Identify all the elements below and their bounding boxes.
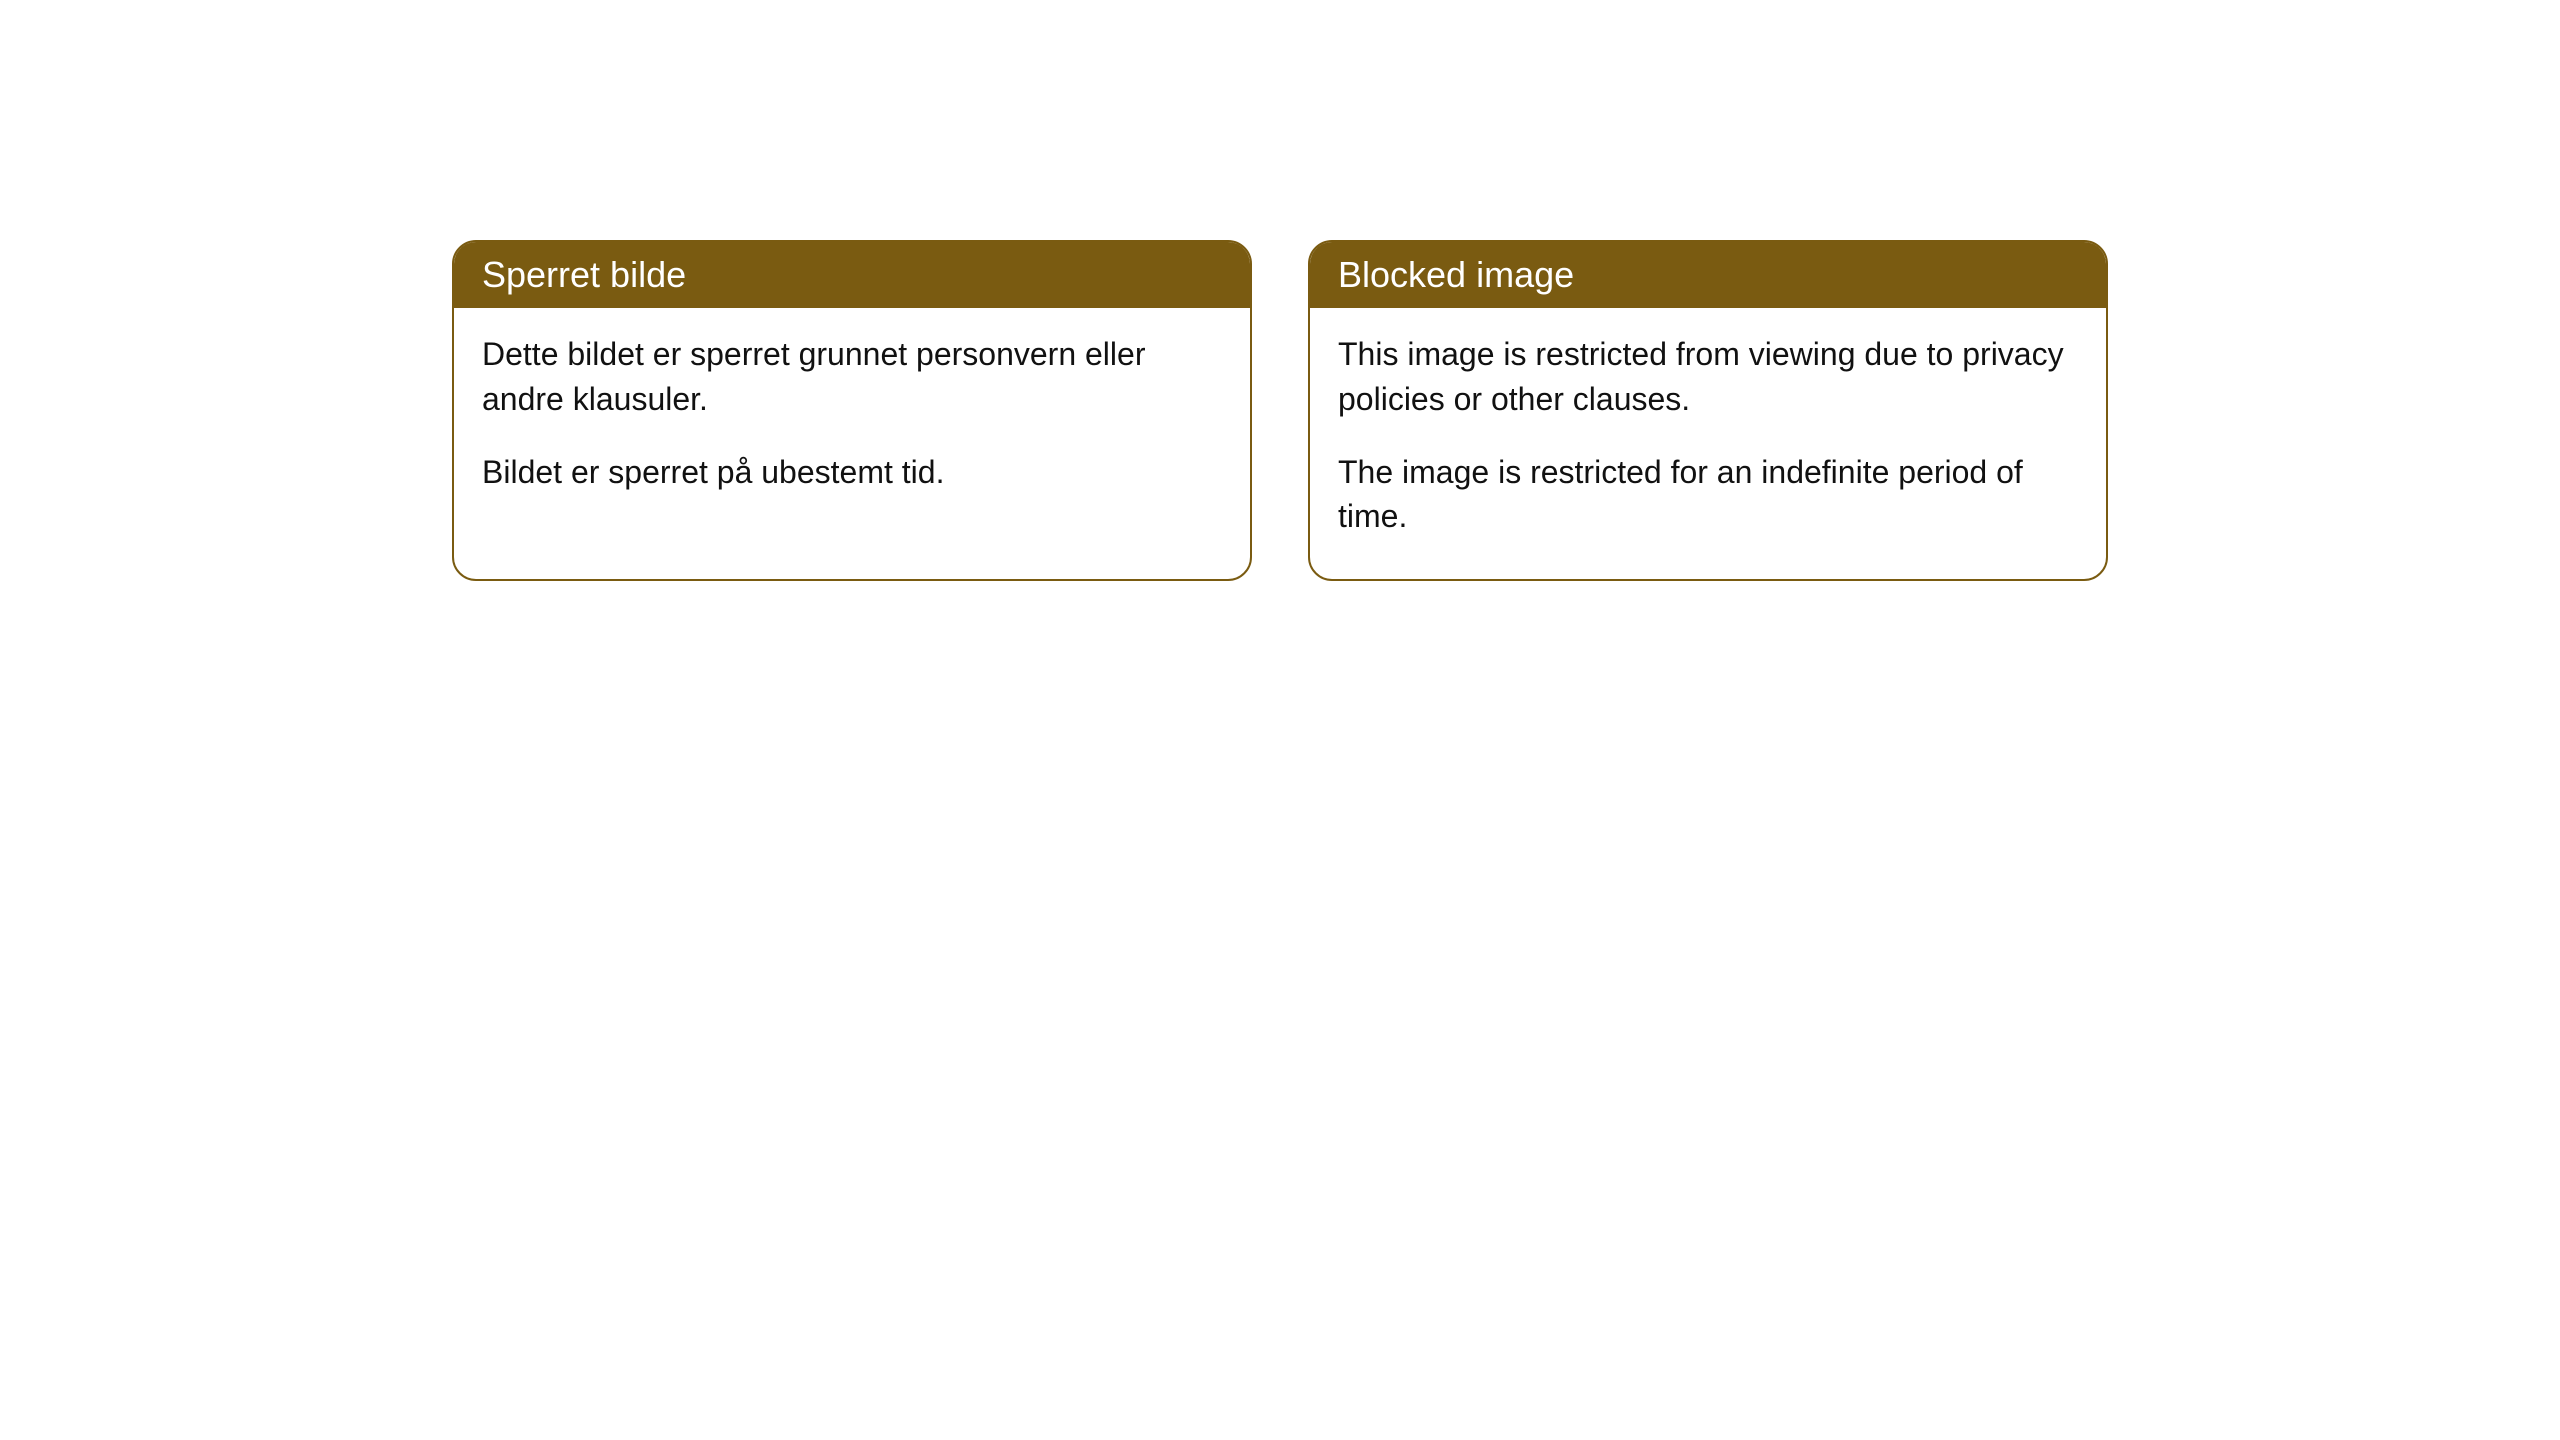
card-title-english: Blocked image <box>1338 254 1574 295</box>
card-text-norwegian-2: Bildet er sperret på ubestemt tid. <box>482 450 1222 495</box>
cards-container: Sperret bilde Dette bildet er sperret gr… <box>452 240 2108 581</box>
card-english: Blocked image This image is restricted f… <box>1308 240 2108 581</box>
card-title-norwegian: Sperret bilde <box>482 254 686 295</box>
card-text-english-1: This image is restricted from viewing du… <box>1338 332 2078 422</box>
card-norwegian: Sperret bilde Dette bildet er sperret gr… <box>452 240 1252 581</box>
card-text-norwegian-1: Dette bildet er sperret grunnet personve… <box>482 332 1222 422</box>
card-body-norwegian: Dette bildet er sperret grunnet personve… <box>454 308 1250 534</box>
card-body-english: This image is restricted from viewing du… <box>1310 308 2106 579</box>
card-header-english: Blocked image <box>1310 242 2106 308</box>
card-text-english-2: The image is restricted for an indefinit… <box>1338 450 2078 540</box>
card-header-norwegian: Sperret bilde <box>454 242 1250 308</box>
